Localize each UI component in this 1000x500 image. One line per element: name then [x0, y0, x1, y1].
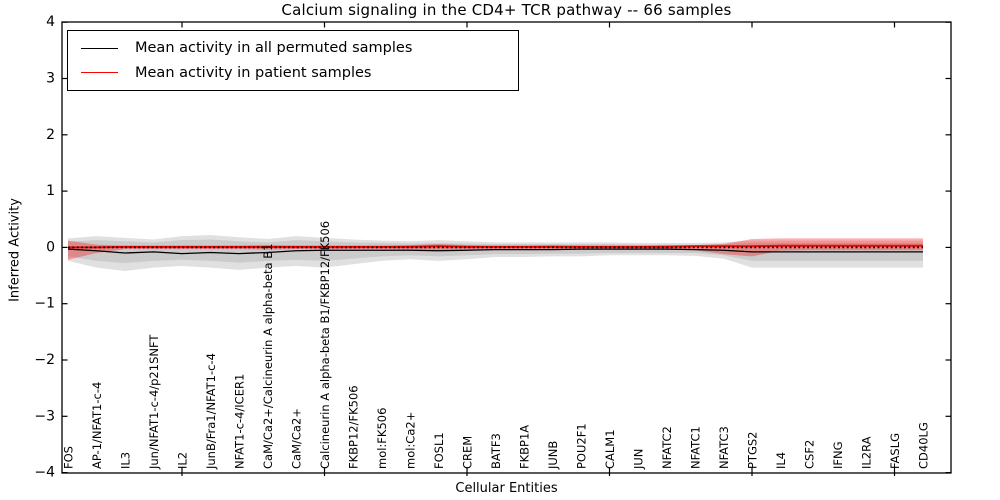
x-category-label: CD40LG	[917, 422, 931, 469]
x-category-label: JUNB	[546, 441, 560, 470]
x-category-label: CSF2	[803, 440, 817, 469]
x-category-label: Jun/NFAT1-c-4/p21SNFT	[147, 334, 161, 470]
x-category-label: IL2	[176, 452, 190, 469]
y-tick-label: −4	[34, 465, 55, 481]
x-category-label: IFNG	[831, 441, 845, 469]
x-category-label: CaM/Ca2+	[290, 408, 304, 469]
legend-label-permuted: Mean activity in all permuted samples	[135, 40, 413, 56]
x-category-label: BATF3	[489, 433, 503, 469]
red-line-swatch	[81, 72, 118, 74]
y-tick-label: −3	[34, 408, 55, 424]
x-category-label: NFATC2	[660, 426, 674, 469]
y-axis-label: Inferred Activity	[7, 198, 23, 302]
x-category-label: FKBP12/FK506	[347, 385, 361, 469]
x-category-label: CALM1	[603, 429, 617, 469]
x-category-label: FASLG	[888, 433, 902, 469]
x-category-label: FOSL1	[432, 432, 446, 469]
x-category-label: mol:FK506	[375, 408, 389, 469]
x-category-label: FKBP1A	[518, 425, 532, 469]
x-category-label: NFATC3	[717, 426, 731, 469]
x-category-label: PTGS2	[746, 432, 760, 470]
legend-label-patient: Mean activity in patient samples	[135, 64, 372, 81]
chart-title: Calcium signaling in the CD4+ TCR pathwa…	[281, 1, 732, 19]
x-category-label: JunB/Fra1/NFAT1-c-4	[204, 353, 218, 470]
y-tick-label: −1	[34, 296, 55, 312]
x-axis-label: Cellular Entities	[455, 481, 558, 496]
x-category-label: CaM/Ca2+/Calcineurin A alpha-beta B1	[261, 244, 275, 469]
y-tick-label: 1	[46, 183, 55, 199]
legend: Mean activity in all permuted samples Me…	[67, 30, 519, 91]
legend-item-patient: Mean activity in patient samples	[81, 64, 518, 81]
permuted-mean-line	[67, 248, 923, 255]
x-category-label: POU2F1	[575, 423, 589, 469]
y-tick-label: −2	[34, 352, 55, 368]
x-category-label: IL4	[774, 452, 788, 469]
x-category-label: NFAT1-c-4/ICER1	[233, 374, 247, 469]
y-tick-label: 4	[46, 14, 55, 30]
x-category-label: mol:Ca2+	[404, 412, 418, 469]
black-line-swatch	[81, 47, 118, 49]
x-category-label: IL3	[119, 452, 133, 469]
x-category-label: Calcineurin A alpha-beta B1/FKBP12/FK506	[318, 221, 332, 469]
y-tick-label: 2	[46, 127, 55, 143]
legend-item-permuted: Mean activity in all permuted samples	[81, 41, 518, 56]
x-category-label: FOS	[62, 446, 76, 469]
y-tick-label: 3	[46, 71, 55, 87]
y-tick-label: 0	[46, 239, 55, 255]
permuted-band-outer	[68, 235, 923, 272]
x-category-label: JUN	[632, 449, 646, 470]
x-category-label: NFATC1	[689, 426, 703, 469]
x-category-label: CREM	[461, 436, 475, 469]
x-category-label: AP-1/NFAT1-c-4	[90, 382, 104, 469]
x-category-label: IL2RA	[860, 436, 874, 469]
